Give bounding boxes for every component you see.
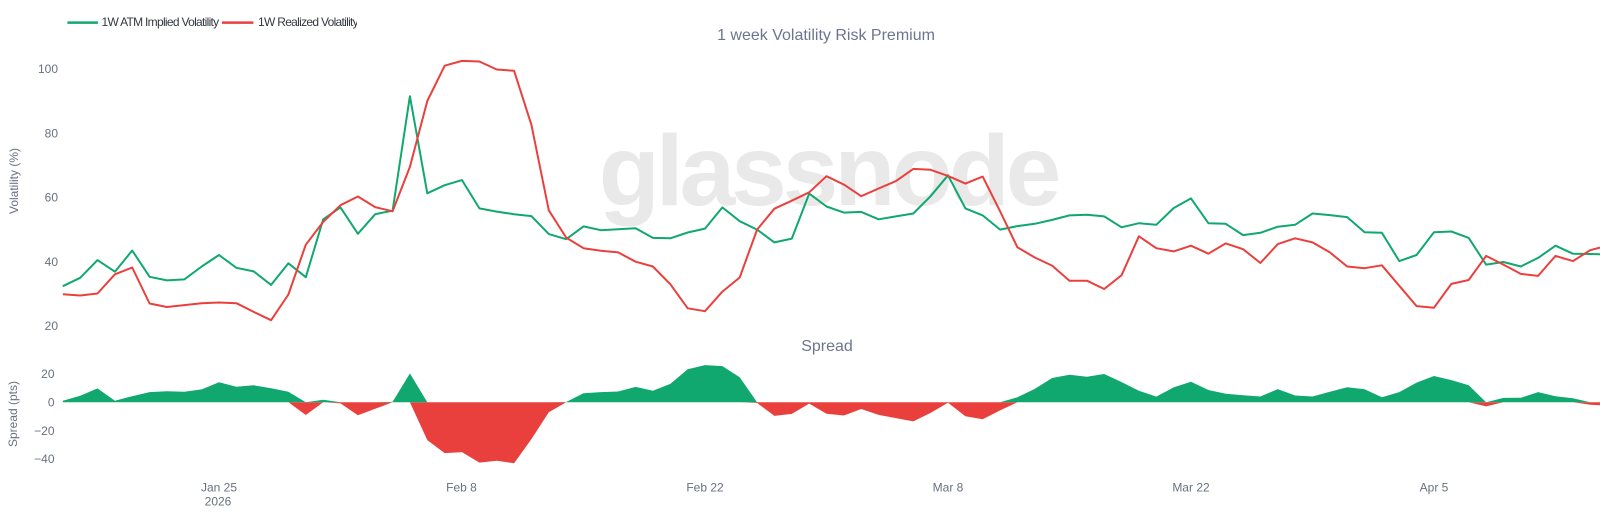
svg-text:80: 80: [45, 126, 59, 140]
svg-text:1W ATM Implied Volatility: 1W ATM Implied Volatility: [102, 15, 220, 29]
svg-text:0: 0: [48, 396, 55, 410]
svg-text:20: 20: [41, 367, 55, 381]
svg-text:20: 20: [45, 319, 59, 333]
svg-text:Spread: Spread: [801, 338, 853, 355]
svg-text:Feb 22: Feb 22: [686, 481, 724, 495]
svg-text:glassnode: glassnode: [599, 115, 1059, 227]
svg-text:−20: −20: [34, 424, 55, 438]
svg-text:2026: 2026: [205, 495, 232, 509]
svg-text:60: 60: [45, 191, 59, 205]
svg-text:Mar 22: Mar 22: [1172, 481, 1210, 495]
svg-text:Feb 8: Feb 8: [446, 481, 477, 495]
svg-text:40: 40: [45, 255, 59, 269]
svg-text:Mar 8: Mar 8: [933, 481, 964, 495]
svg-text:−40: −40: [34, 452, 55, 466]
svg-text:1W Realized Volatility: 1W Realized Volatility: [258, 15, 359, 29]
svg-text:Volatility (%): Volatility (%): [7, 148, 21, 214]
svg-text:Apr 5: Apr 5: [1420, 481, 1449, 495]
svg-text:100: 100: [38, 62, 58, 76]
svg-text:Spread (pts): Spread (pts): [6, 381, 20, 447]
svg-text:Jan 25: Jan 25: [201, 481, 237, 495]
svg-text:1 week Volatility Risk Premium: 1 week Volatility Risk Premium: [717, 27, 935, 44]
